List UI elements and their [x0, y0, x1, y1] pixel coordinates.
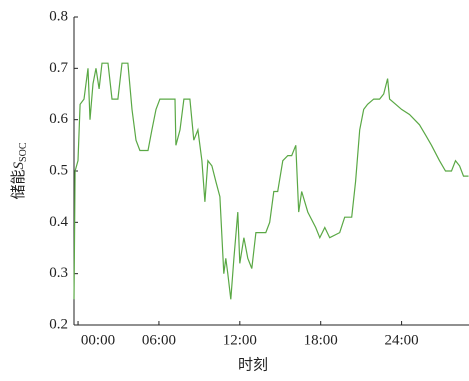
x-tick-label: 00:00 [81, 332, 115, 348]
y-tick-label: 0.7 [49, 60, 68, 76]
y-tick-label: 0.6 [49, 111, 68, 127]
x-tick-label: 24:00 [385, 332, 419, 348]
y-tick-label: 0.2 [49, 316, 68, 332]
x-tick-label: 12:00 [223, 332, 257, 348]
x-tick-label: 18:00 [304, 332, 338, 348]
y-label-text: 储能 [10, 169, 27, 199]
y-label-subscript: SOC [18, 142, 29, 162]
x-tick-label: 06:00 [142, 332, 176, 348]
y-label-symbol: S [11, 161, 27, 169]
y-tick-label: 0.5 [49, 162, 68, 178]
y-tick-label: 0.4 [49, 214, 68, 230]
y-axis-label: 储能SSOC [10, 142, 29, 199]
y-tick-label: 0.3 [49, 265, 68, 281]
x-axis-label: 时刻 [238, 356, 268, 373]
y-tick-label: 0.8 [49, 8, 68, 24]
data-line [73, 62, 469, 300]
